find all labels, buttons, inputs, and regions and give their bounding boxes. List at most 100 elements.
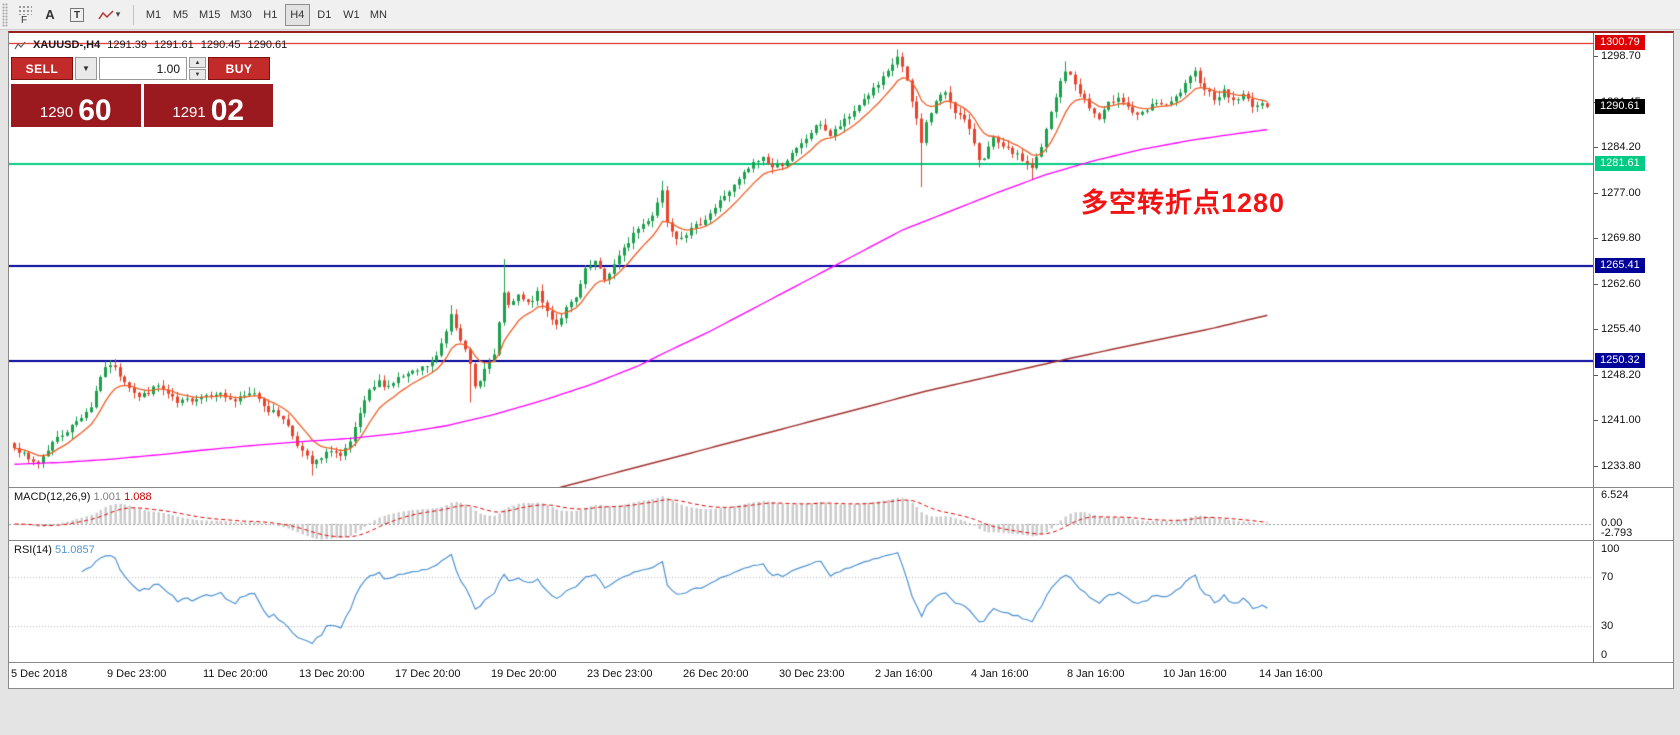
time-axis-label: 19 Dec 20:00 [491, 668, 557, 680]
time-axis-label: 10 Jan 16:00 [1163, 668, 1227, 680]
tf-button-mn[interactable]: MN [366, 4, 391, 26]
scale-tick-label: 1233.80 [1601, 460, 1641, 472]
scale-tick-label: 1262.60 [1601, 278, 1641, 290]
rsi-scale-label: 30 [1601, 620, 1614, 632]
scale-tick [1594, 147, 1598, 148]
time-axis-label: 11 Dec 20:00 [203, 668, 268, 680]
tf-button-d1[interactable]: D1 [312, 4, 337, 26]
scale-tick [1594, 238, 1598, 239]
toolbar-f-label: F [20, 14, 28, 26]
volume-input[interactable] [99, 57, 187, 80]
tf-button-h1[interactable]: H1 [258, 4, 283, 26]
buy-button[interactable]: BUY [208, 57, 270, 80]
trade-panel-prices: 1290 60 1291 02 [11, 84, 273, 127]
scale-tick-label: 1255.40 [1601, 323, 1641, 335]
ohlc-low: 1290.45 [200, 39, 241, 51]
sell-price-display[interactable]: 1290 60 [11, 84, 141, 127]
text-tool-button[interactable]: T [64, 3, 90, 27]
scale-tick-label: 1284.20 [1601, 141, 1641, 153]
scale-tick-label: 1241.00 [1601, 414, 1641, 426]
volume-stepper: ▲ ▼ [189, 57, 206, 80]
buy-price-fraction: 02 [210, 94, 245, 127]
macd-scale-label: -2.793 [1601, 527, 1633, 539]
time-axis-label: 26 Dec 20:00 [683, 668, 749, 680]
volume-up-button[interactable]: ▲ [189, 57, 206, 68]
scale-tick [1594, 375, 1598, 376]
toolbar-drag-handle[interactable] [2, 2, 8, 27]
trade-panel-controls: SELL ▼ ▲ ▼ BUY [11, 57, 273, 80]
price-badge-1290.61: 1290.61 [1595, 99, 1645, 114]
tf-button-m5[interactable]: M5 [168, 4, 193, 26]
scale-tick-label: 1269.80 [1601, 232, 1641, 244]
chart-line-icon [14, 41, 26, 49]
scale-tick [1594, 466, 1598, 467]
tf-button-h4[interactable]: H4 [284, 3, 310, 26]
price-chart-canvas[interactable] [9, 33, 1593, 487]
line-style-button[interactable]: ▾ [91, 3, 127, 27]
time-axis-label: 23 Dec 23:00 [587, 668, 653, 680]
macd-scale-label: 0.00 [1601, 517, 1623, 529]
chart-window: XAUUSD-,H4 1291.39 1291.61 1290.45 1290.… [8, 31, 1674, 689]
toolbar-left-cluster: F [12, 3, 36, 26]
ohlc-close: 1290.61 [247, 39, 288, 51]
symbol-period-label: XAUUSD-,H4 [33, 39, 101, 51]
scale-tick [1594, 329, 1598, 330]
rsi-value: 51.0857 [54, 544, 95, 556]
timeframe-buttons: M1 M5 M15 M30 H1 H4 D1 W1 MN [140, 3, 392, 26]
scale-tick-label: 1298.70 [1601, 50, 1641, 62]
time-axis-label: 2 Jan 16:00 [875, 668, 933, 680]
time-axis-label: 17 Dec 20:00 [395, 668, 461, 680]
time-axis[interactable]: 5 Dec 2018 9 Dec 23:00 11 Dec 20:00 13 Dec … [9, 662, 1673, 688]
price-badge-1281.61: 1281.61 [1595, 156, 1645, 171]
price-badge-1250.32: 1250.32 [1595, 353, 1645, 368]
rsi-canvas[interactable] [9, 541, 1593, 662]
buy-price-main: 1291 [172, 104, 206, 121]
macd-label: MACD(12,26,9) 1.001 1.088 [14, 491, 152, 503]
rsi-scale-label: 70 [1601, 571, 1614, 583]
price-badge-1265.41: 1265.41 [1595, 258, 1645, 273]
buy-price-display[interactable]: 1291 02 [143, 84, 273, 127]
price-scale[interactable]: 1298.701291.451284.201277.001269.801262.… [1593, 33, 1673, 487]
scale-tick-label: 1248.20 [1601, 369, 1641, 381]
sell-price-fraction: 60 [78, 94, 112, 127]
rsi-scale-label: 0 [1601, 649, 1608, 661]
cursor-tool-button[interactable]: A [37, 3, 63, 27]
rsi-scale[interactable]: 100 70 30 0 [1593, 541, 1673, 662]
toolbar: F A T ▾ M1 M5 M15 M30 H1 H4 D1 W1 MN [0, 0, 1680, 30]
chevron-down-icon: ▼ [194, 71, 201, 78]
chevron-down-icon: ▼ [82, 64, 90, 73]
ohlc-high: 1291.61 [154, 39, 194, 51]
annotation-text: 多空转折点1280 [1081, 188, 1286, 218]
scale-tick-label: 1277.00 [1601, 187, 1641, 199]
zigzag-icon [98, 9, 114, 19]
macd-name: MACD(12,26,9) [14, 491, 91, 503]
tf-button-m30[interactable]: M30 [226, 4, 255, 26]
rsi-name: RSI(14) [14, 544, 52, 556]
tf-button-m1[interactable]: M1 [141, 4, 166, 26]
time-axis-label: 8 Jan 16:00 [1067, 668, 1125, 680]
volume-down-button[interactable]: ▼ [189, 69, 206, 80]
volume-dropdown-button[interactable]: ▼ [75, 57, 97, 80]
scale-tick [1594, 193, 1598, 194]
scale-tick [1594, 56, 1598, 57]
text-tool-label: T [70, 7, 84, 22]
one-click-trading-panel: SELL ▼ ▲ ▼ BUY 1290 60 1291 02 [11, 57, 273, 127]
sell-button[interactable]: SELL [11, 57, 73, 80]
tf-button-m15[interactable]: M15 [195, 4, 224, 26]
chevron-down-icon: ▾ [115, 9, 121, 19]
macd-panel: MACD(12,26,9) 1.001 1.088 6.524 0.00 -2.79… [9, 487, 1673, 540]
chart-title-ohlc: XAUUSD-,H4 1291.39 1291.61 1290.45 1290.… [14, 39, 287, 51]
tf-button-w1[interactable]: W1 [339, 4, 364, 26]
main-chart-panel: XAUUSD-,H4 1291.39 1291.61 1290.45 1290.… [9, 33, 1673, 487]
macd-canvas[interactable] [9, 488, 1593, 540]
chevron-up-icon: ▲ [194, 59, 201, 66]
price-badge-1300.79: 1300.79 [1595, 35, 1645, 50]
macd-scale[interactable]: 6.524 0.00 -2.793 [1593, 488, 1673, 540]
ohlc-open: 1291.39 [107, 39, 147, 51]
scale-tick [1594, 420, 1598, 421]
rsi-panel: RSI(14) 51.0857 100 70 30 0 [9, 540, 1673, 662]
time-axis-label: 5 Dec 2018 [11, 668, 68, 680]
time-axis-label: 14 Jan 16:00 [1259, 668, 1323, 680]
toolbar-separator [133, 4, 134, 25]
grid-icon[interactable] [16, 3, 32, 15]
